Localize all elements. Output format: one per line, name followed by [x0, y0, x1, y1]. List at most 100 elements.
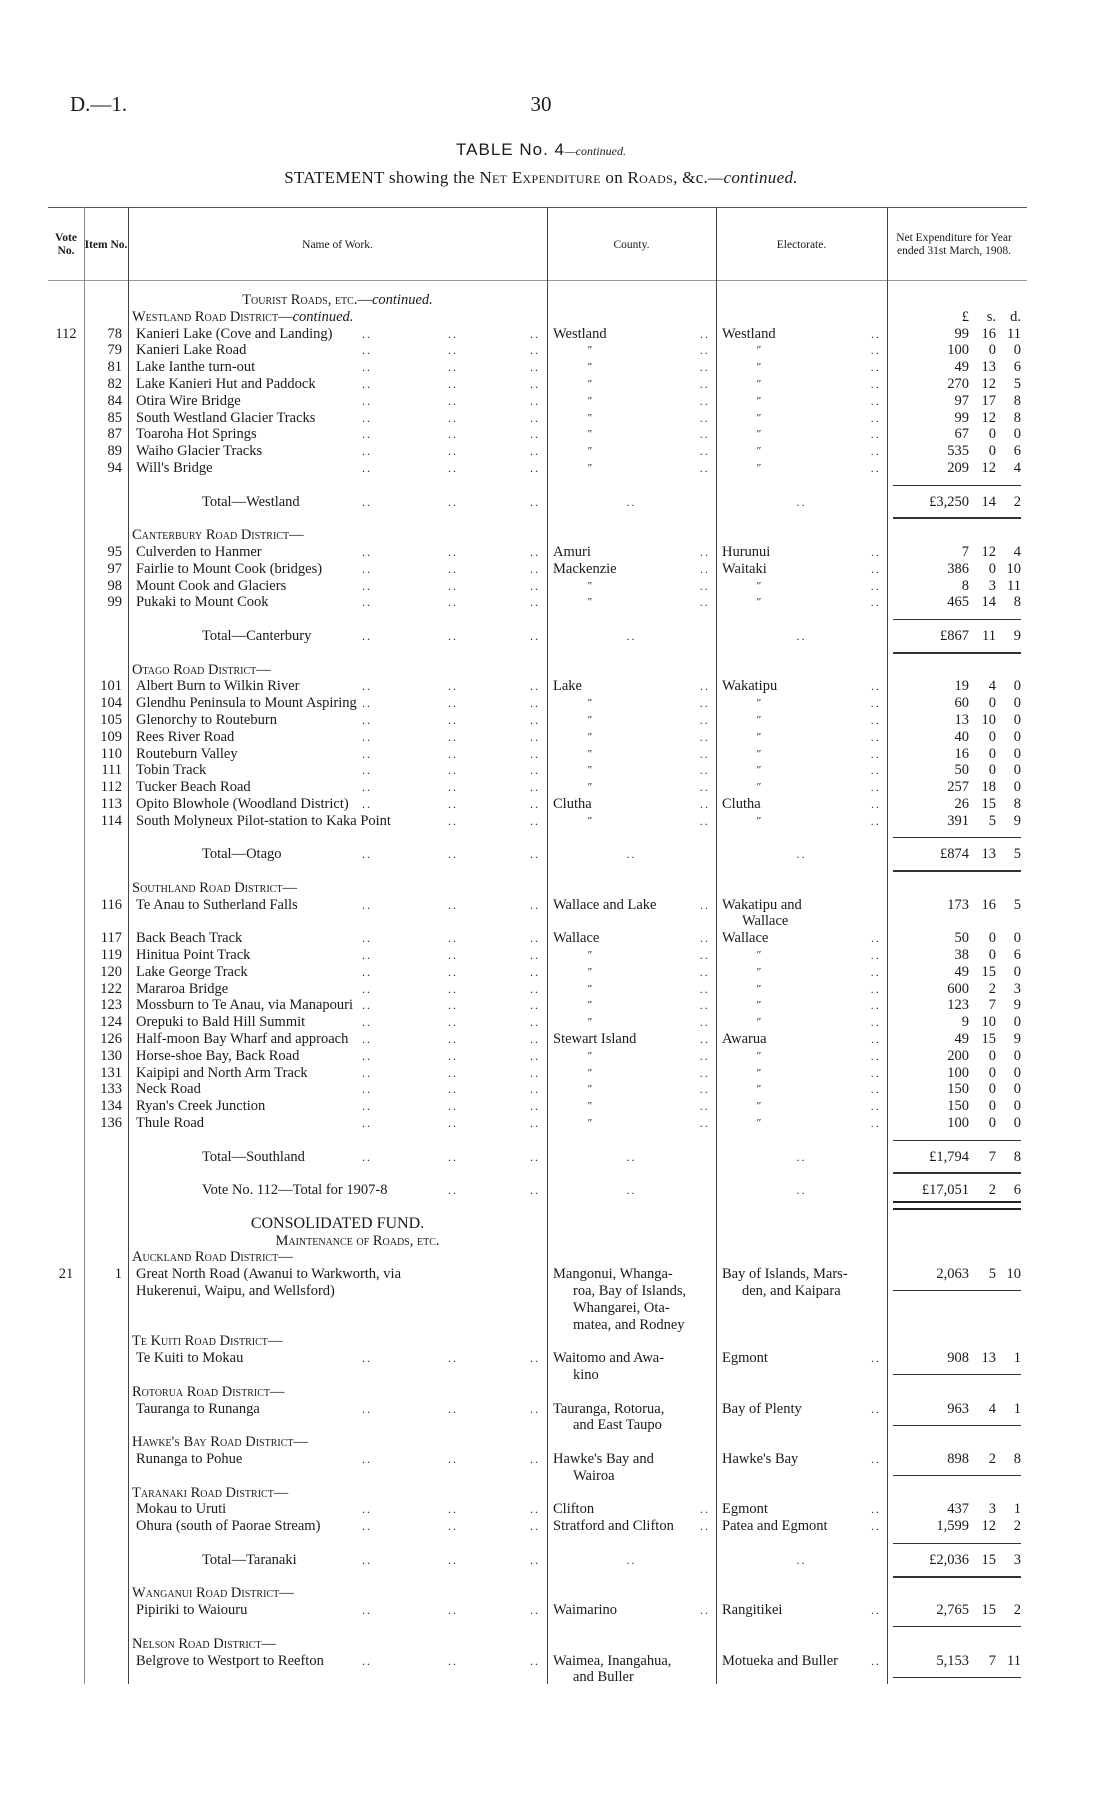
table-row: 98 Mount Cook and Glaciers...... ″.. ″.. 8 3 1… [48, 578, 1022, 595]
header-item-no: Item No. [84, 238, 128, 251]
electorate-name: ″ [756, 949, 761, 962]
electorate-cell: Clutha.. [716, 796, 887, 813]
vote-number [48, 947, 84, 964]
work-name: Kanieri Lake (Cove and Landing) [136, 325, 333, 342]
leader-dots: .. [448, 1015, 458, 1030]
table-row: 131 Kaipipi and North Arm Track...... ″.. ″… [48, 1065, 1021, 1082]
leader-dots: .. [448, 1116, 458, 1131]
net-expenditure-cell: £17,051 2 6 [887, 1173, 1021, 1210]
net-expenditure-cell: 67 0 0 [887, 426, 1022, 443]
table-row: Te Kuiti to Mokau...... Waitomo and Awa- … [48, 1350, 1021, 1384]
electorate-cell: ″.. [716, 964, 887, 981]
electorate-name: ″ [756, 764, 761, 777]
vote-number [48, 1115, 84, 1132]
county-cell: Stewart Island.. [547, 1031, 716, 1048]
work-name: Opito Blowhole (Woodland District) [136, 795, 349, 812]
county-name: Westland [553, 325, 607, 342]
amount-shillings: 0 [988, 1047, 996, 1064]
county-name: Waitomo and Awa- kino [553, 1350, 665, 1383]
leader-dots: .. [362, 360, 372, 375]
amount-shillings: 0 [988, 762, 996, 779]
amount-pounds: 49 [954, 359, 970, 376]
leader-dots: .. [871, 393, 881, 408]
leader-dots: .. [871, 427, 881, 442]
total-label: Total—Otago [202, 846, 282, 863]
amount-pounds: 535 [947, 443, 969, 460]
item-cell [84, 1585, 128, 1602]
amount-shillings: 4 [988, 1400, 996, 1417]
leader-dots: .. [530, 1099, 540, 1114]
name-cell: Kanieri Lake (Cove and Landing)...... [128, 326, 547, 343]
leader-dots: .. [700, 796, 710, 811]
name-cell: Kanieri Lake Road...... [128, 342, 547, 359]
leader-dots: .. [530, 1502, 540, 1517]
table-row: 81 Lake Ianthe turn-out...... ″.. ″.. 49 13 6 [48, 359, 1022, 376]
electorate-name: ″ [756, 445, 761, 458]
leader-dots: .. [362, 964, 372, 979]
net-expenditure-cell: 99 16 11 [887, 326, 1022, 343]
amount-pounds: 123 [947, 997, 969, 1014]
county-name: ″ [587, 1083, 592, 1096]
vote-number [48, 376, 84, 393]
amount-pence: 4 [1013, 543, 1021, 560]
vote-number [48, 796, 84, 813]
amount-pounds: £1,794 [929, 1148, 969, 1165]
blank-row [48, 1132, 1021, 1149]
item-number: 134 [100, 1098, 122, 1115]
leader-dots: .. [362, 376, 372, 391]
net-expenditure-cell: 100 0 0 [887, 1115, 1021, 1132]
item-number: 109 [100, 728, 122, 745]
electorate-cell: ″.. [716, 729, 887, 746]
item-cell [84, 292, 128, 309]
leader-dots: .. [871, 1603, 881, 1618]
amount-pounds: 1,599 [936, 1518, 969, 1535]
name-cell: Belgrove to Westport to Reefton...... [128, 1653, 547, 1687]
leader-dots: .. [448, 847, 458, 862]
leader-dots: .. [530, 360, 540, 375]
item-cell [84, 662, 128, 679]
net-expenditure-cell: £3,250 14 2 [887, 484, 1021, 520]
electorate-name: Bay of Plenty [722, 1400, 802, 1417]
electorate-name: Clutha [722, 795, 761, 812]
net-expenditure-cell: 50 0 0 [887, 930, 1022, 947]
amount-pounds: £874 [940, 846, 969, 863]
amount-pounds: 173 [947, 896, 969, 913]
leader-dots: .. [700, 544, 710, 559]
net-expenditure-cell: 963 4 1 [887, 1401, 1021, 1435]
leader-dots: .. [700, 1082, 710, 1097]
total-row: Vote No. 112—Total for 1907-8........ £17… [48, 1173, 1021, 1210]
county-cell: ″.. [547, 981, 716, 998]
amount-pounds: 100 [947, 1115, 969, 1132]
name-cell: Culverden to Hanmer...... [128, 544, 547, 561]
leader-dots: .. [700, 595, 710, 610]
amount-pence: 2 [1013, 1602, 1021, 1619]
item-number: 101 [100, 678, 122, 695]
amount-pence: 0 [1013, 1064, 1021, 1081]
name-cell: Thule Road...... [128, 1115, 547, 1132]
county-cell: ″.. [547, 779, 716, 796]
electorate-name: Rangitikei [722, 1602, 783, 1619]
item-cell [84, 1434, 128, 1451]
work-name: Tucker Beach Road [136, 779, 251, 796]
item-number [84, 1518, 128, 1535]
electorate-cell: ″.. [716, 779, 887, 796]
leader-dots: .. [362, 1502, 372, 1517]
amount-pence: 6 [1013, 1182, 1021, 1199]
work-name: Culverden to Hanmer [136, 543, 262, 560]
amount-pence: 0 [1013, 930, 1021, 947]
name-cell: Total—Canterbury...... [128, 628, 547, 645]
work-name: Rees River Road [136, 728, 235, 745]
leader-dots: .. [700, 1048, 710, 1063]
table-row: 123 Mossburn to Te Anau, via Manapouri...… [48, 997, 1021, 1014]
table-row: 116 Te Anau to Sutherland Falls...... Wall… [48, 897, 1021, 931]
leader-dots: .. [871, 460, 881, 475]
table-row: 105 Glenorchy to Routeburn...... ″.. ″.. 13 1… [48, 712, 1021, 729]
leader-dots: .. [871, 595, 881, 610]
total-row: Total—Canterbury.......... £867 11 9 [48, 619, 1021, 654]
leader-dots: .. [362, 948, 372, 963]
amount-pence: 5 [1013, 896, 1021, 913]
document-reference: D.—1. [70, 92, 128, 116]
work-name: Lake Kanieri Hut and Paddock [136, 375, 316, 392]
amount-shillings: 15 [981, 795, 997, 812]
leader-dots: .. [700, 746, 710, 761]
